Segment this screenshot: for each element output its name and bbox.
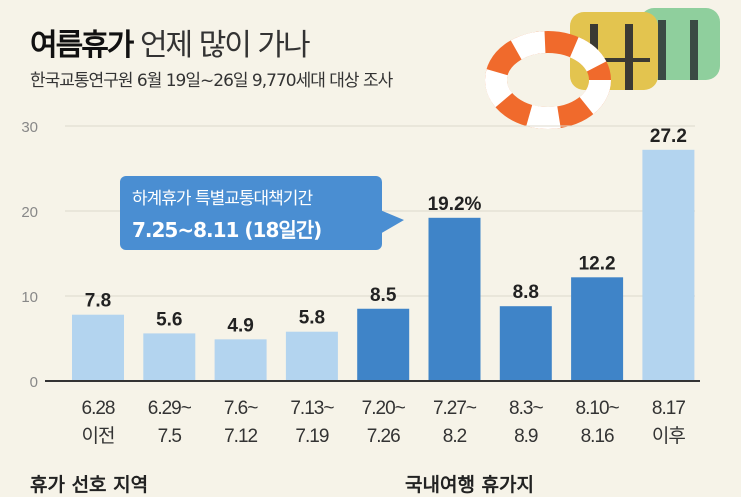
x-tick-label: 7.5: [158, 426, 182, 447]
data-label: 27.2: [650, 126, 687, 147]
x-tick-label: 7.6~: [224, 398, 258, 419]
x-tick-label: 7.20~: [362, 398, 406, 419]
title-bold: 여름휴가: [30, 28, 134, 63]
x-tick-label: 8.17: [652, 398, 685, 419]
life-vest-icon: [640, 8, 720, 80]
section-title-left: 휴가 선호 지역: [30, 474, 149, 496]
life-ring-icon: [485, 31, 611, 129]
x-tick-label: 6.28: [82, 398, 115, 419]
x-tick-label: 8.9: [514, 426, 538, 447]
section-title-right: 국내여행 휴가지: [405, 474, 534, 496]
callout-dates: 7.25~8.11 (18일간): [132, 218, 322, 242]
bar: [72, 314, 124, 381]
bar: [499, 306, 552, 381]
bar: [214, 339, 267, 381]
data-label: 8.8: [513, 282, 539, 303]
bar: [642, 149, 695, 381]
x-tick-label: 7.19: [295, 426, 328, 447]
bar: [428, 217, 481, 381]
bar: [285, 331, 338, 381]
life-ring-and-vests-illustration: [485, 8, 720, 129]
callout-title: 하계휴가 특별교통대책기간: [132, 189, 313, 209]
data-label: 4.9: [227, 315, 253, 336]
x-tick-label: 7.12: [224, 426, 257, 447]
period-callout: 하계휴가 특별교통대책기간 7.25~8.11 (18일간): [120, 176, 404, 250]
y-tick-label: 10: [21, 289, 38, 306]
x-tick-label: 6.29~: [148, 398, 192, 419]
data-label: 8.5: [370, 285, 397, 306]
bar: [143, 333, 196, 381]
bar: [571, 277, 624, 381]
title-rest: 언제 많이 가나: [139, 28, 311, 63]
x-tick-label: 8.2: [443, 426, 467, 447]
y-tick-label: 30: [21, 119, 38, 136]
x-tick-label: 이전: [82, 425, 115, 447]
y-tick-label: 0: [30, 374, 38, 391]
x-tick-label: 8.16: [581, 426, 614, 447]
x-tick-label: 7.27~: [433, 398, 477, 419]
data-label: 12.2: [579, 253, 616, 274]
data-label: 7.8: [85, 291, 111, 312]
data-label: 19.2%: [428, 194, 482, 215]
y-tick-label: 20: [21, 204, 38, 221]
bar: [357, 308, 410, 381]
x-tick-label: 7.13~: [290, 398, 334, 419]
data-label: 5.6: [156, 309, 182, 330]
bar-chart: 0 10 20 30 7.8 6.28 이전 5.6 6.29~ 7.5 4.9 7.6~ 7.12 5.…: [21, 119, 700, 447]
page-title: 여름휴가 언제 많이 가나: [30, 20, 311, 64]
data-label: 5.8: [299, 308, 325, 329]
x-tick-label: 8.10~: [576, 398, 620, 419]
x-tick-label: 7.26: [367, 426, 400, 447]
x-tick-label: 이후: [652, 425, 685, 447]
subtitle: 한국교통연구원 6월 19일~26일 9,770세대 대상 조사: [30, 71, 393, 91]
x-tick-label: 8.3~: [509, 398, 543, 419]
